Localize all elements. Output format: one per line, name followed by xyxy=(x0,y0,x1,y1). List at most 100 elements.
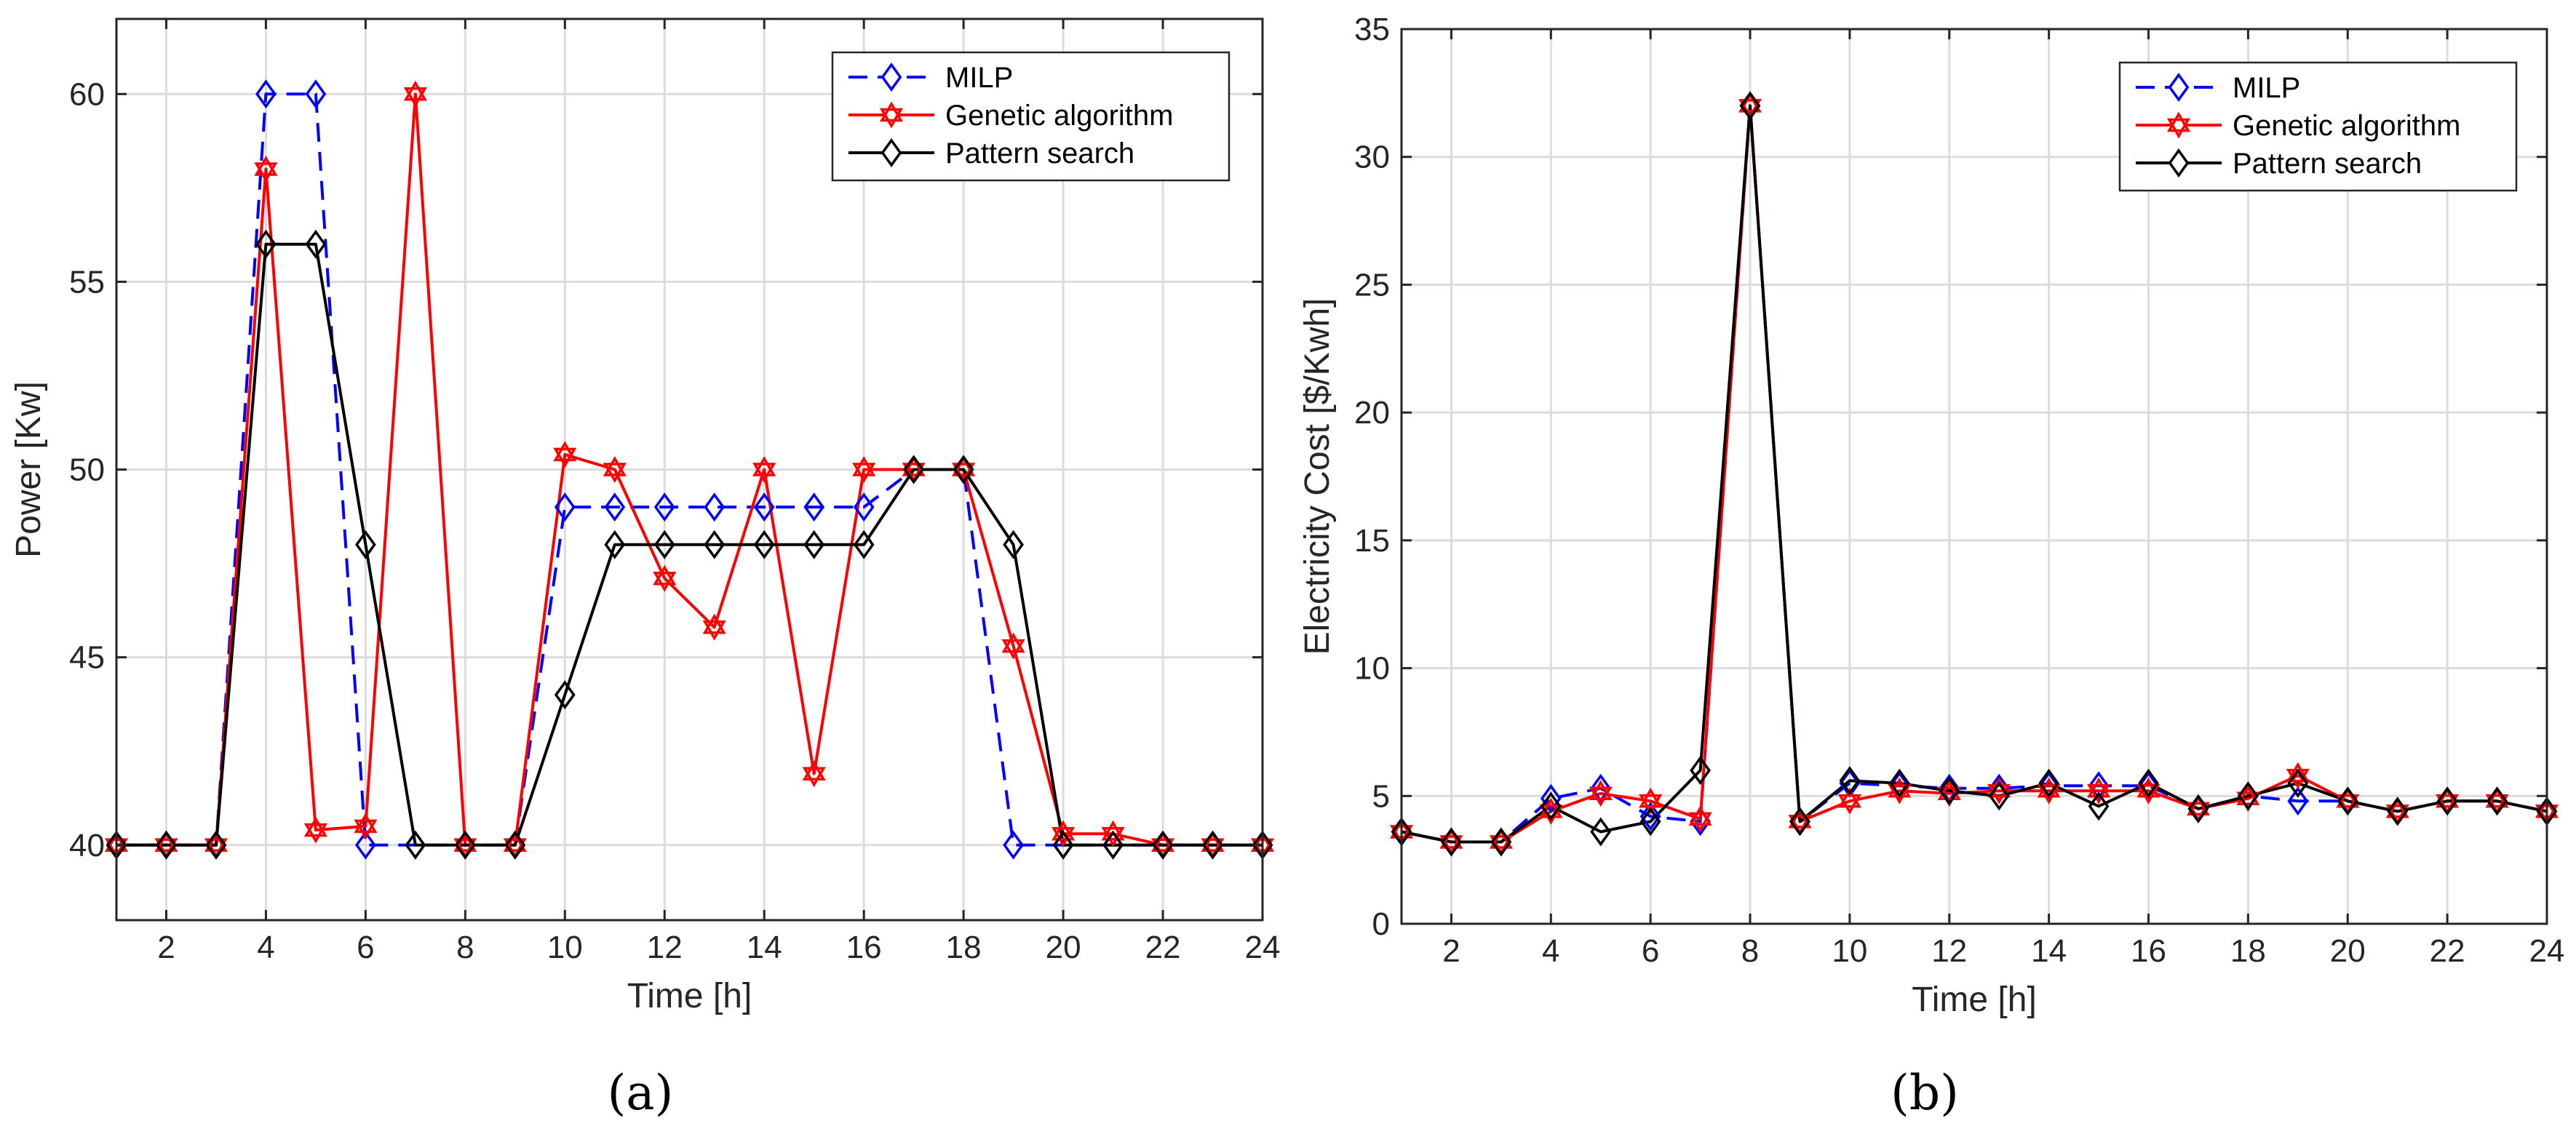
data-point xyxy=(1639,787,1663,815)
data-point xyxy=(1489,828,1513,855)
x-tick-label: 14 xyxy=(747,930,782,965)
y-tick-label: 10 xyxy=(1354,651,1390,687)
data-point xyxy=(1151,831,1175,859)
data-point xyxy=(604,492,626,522)
data-point xyxy=(1590,773,1612,803)
y-tick-label: 50 xyxy=(69,452,105,488)
data-point xyxy=(803,530,825,559)
data-point xyxy=(1001,632,1025,660)
data-point xyxy=(2337,786,2358,816)
data-point xyxy=(1739,91,1761,121)
data-point xyxy=(305,79,327,109)
data-point xyxy=(753,530,775,559)
data-point xyxy=(2287,786,2309,816)
data-point xyxy=(753,492,775,522)
data-point xyxy=(156,830,177,860)
y-tick-label: 20 xyxy=(1354,395,1390,431)
data-point xyxy=(1202,830,1223,860)
data-point xyxy=(1201,831,1225,859)
x-axis-label: Time [h] xyxy=(1912,981,2037,1019)
axes-box xyxy=(1400,28,2548,925)
data-point xyxy=(653,530,675,559)
data-point xyxy=(204,831,228,859)
data-point xyxy=(255,79,277,109)
data-point xyxy=(1003,530,1025,559)
data-point xyxy=(354,530,376,559)
y-tick-label: 55 xyxy=(69,264,105,300)
x-tick-label: 16 xyxy=(846,930,882,965)
legend-marker xyxy=(880,63,902,92)
data-point xyxy=(1101,820,1125,847)
data-point xyxy=(1152,830,1174,860)
x-tick-label: 18 xyxy=(946,930,982,965)
x-tick-label: 12 xyxy=(647,930,683,965)
data-point xyxy=(503,831,527,859)
data-point xyxy=(1939,773,1960,803)
data-point xyxy=(2287,768,2309,798)
y-tick-label: 60 xyxy=(69,76,105,112)
data-point xyxy=(354,812,378,840)
legend-marker xyxy=(2166,111,2191,139)
x-tick-label: 14 xyxy=(2031,933,2067,969)
data-point xyxy=(2038,771,2060,801)
legend-marker xyxy=(2168,73,2190,102)
data-point xyxy=(1052,830,1074,860)
data-point xyxy=(2187,794,2209,823)
x-tick-label: 10 xyxy=(547,930,583,965)
data-point xyxy=(1939,776,1960,806)
data-point xyxy=(553,441,577,468)
data-point xyxy=(305,229,327,259)
x-tick-label: 24 xyxy=(1245,930,1281,965)
data-point xyxy=(953,455,974,484)
data-point xyxy=(2385,797,2409,825)
data-point xyxy=(1988,781,2010,811)
data-point xyxy=(403,80,427,108)
series-line-0 xyxy=(116,92,1263,847)
y-tick-label: 35 xyxy=(1354,12,1390,47)
x-tick-label: 2 xyxy=(1442,933,1460,969)
data-point xyxy=(653,564,677,592)
x-tick-label: 18 xyxy=(2230,933,2266,969)
y-tick-label: 0 xyxy=(1372,906,1390,942)
y-tick-label: 40 xyxy=(69,828,105,863)
data-point xyxy=(2088,771,2110,801)
data-point xyxy=(752,456,776,483)
data-point xyxy=(2336,787,2360,815)
data-point xyxy=(1590,817,1612,847)
x-tick-label: 2 xyxy=(157,930,175,965)
legend-label: Pattern search xyxy=(945,137,1134,169)
data-point xyxy=(554,492,576,522)
data-point xyxy=(255,229,277,259)
data-point xyxy=(603,456,627,483)
data-point xyxy=(1839,766,1861,796)
data-point xyxy=(1540,791,1562,821)
data-point xyxy=(1003,830,1025,860)
data-point xyxy=(453,831,477,859)
data-point xyxy=(704,492,726,522)
data-point xyxy=(1441,827,1462,857)
x-tick-label: 12 xyxy=(1931,933,1967,969)
data-point xyxy=(704,530,726,559)
data-point xyxy=(853,530,875,559)
x-tick-label: 8 xyxy=(1741,933,1759,969)
data-point xyxy=(454,830,476,860)
data-point xyxy=(1540,783,1562,813)
data-point xyxy=(903,455,925,484)
data-point xyxy=(1789,807,1810,836)
data-point xyxy=(2486,786,2508,816)
x-tick-label: 22 xyxy=(2430,933,2465,969)
data-point xyxy=(205,830,227,860)
data-point xyxy=(604,530,626,559)
x-tick-label: 6 xyxy=(1642,933,1659,969)
legend-marker xyxy=(2168,148,2190,177)
data-point xyxy=(1788,807,1812,835)
data-point xyxy=(2138,768,2159,798)
x-tick-label: 4 xyxy=(257,930,274,965)
legend-label: Pattern search xyxy=(2233,148,2422,180)
data-point xyxy=(2237,781,2259,811)
data-point xyxy=(2387,796,2409,826)
data-point xyxy=(2485,787,2509,815)
